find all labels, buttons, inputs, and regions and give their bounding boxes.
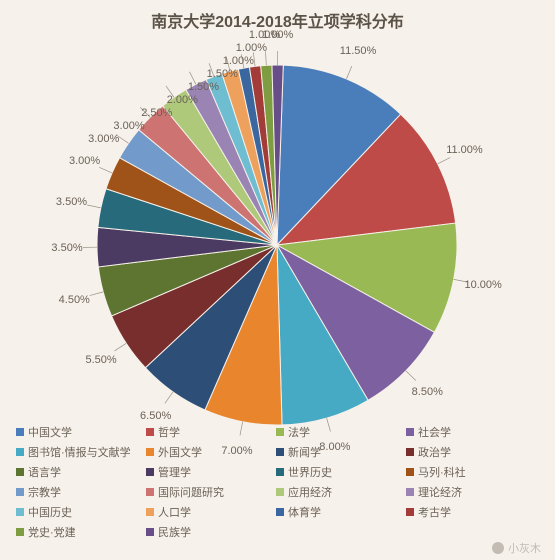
- legend-item: 哲学: [146, 424, 276, 440]
- legend-item: 新闻学: [276, 444, 406, 460]
- slice-label: 1.00%: [262, 29, 293, 41]
- chart-container: 南京大学2014-2018年立项学科分布 11.50%11.00%10.00%8…: [0, 0, 555, 560]
- slice-label: 2.00%: [167, 94, 198, 106]
- watermark-text: 小灰木: [508, 540, 541, 556]
- leader-line: [114, 343, 126, 351]
- slice-label: 5.50%: [85, 354, 116, 366]
- legend-swatch: [276, 428, 284, 436]
- slice-label: 3.50%: [51, 242, 82, 254]
- legend-item: 世界历史: [276, 464, 406, 480]
- legend-item: 语言学: [16, 464, 146, 480]
- slice-label: 3.00%: [69, 155, 100, 167]
- legend-swatch: [276, 488, 284, 496]
- legend-swatch: [146, 508, 154, 516]
- legend-label: 哲学: [158, 424, 180, 440]
- slice-label: 4.50%: [59, 294, 90, 306]
- legend-swatch: [406, 428, 414, 436]
- slice-label: 3.50%: [56, 196, 87, 208]
- legend-swatch: [146, 528, 154, 536]
- leader-line: [99, 167, 112, 173]
- legend-swatch: [406, 468, 414, 476]
- legend-swatch: [276, 508, 284, 516]
- legend-label: 新闻学: [288, 444, 321, 460]
- legend-swatch: [16, 468, 24, 476]
- legend-label: 民族学: [158, 524, 191, 540]
- slice-label: 2.50%: [141, 107, 172, 119]
- legend-swatch: [146, 488, 154, 496]
- leader-line: [438, 158, 450, 164]
- slice-label: 6.50%: [140, 410, 171, 422]
- leader-line: [87, 205, 101, 208]
- leader-line: [406, 371, 416, 381]
- watermark: 小灰木: [492, 540, 541, 556]
- pie-chart: [0, 40, 555, 450]
- slice-label: 1.00%: [236, 42, 267, 54]
- legend-label: 考古学: [418, 504, 451, 520]
- legend-swatch: [16, 508, 24, 516]
- slice-label: 11.00%: [446, 144, 483, 156]
- legend-label: 党史·党建: [28, 524, 76, 540]
- legend-swatch: [146, 428, 154, 436]
- legend-label: 国际问题研究: [158, 484, 224, 500]
- legend-item: 宗教学: [16, 484, 146, 500]
- legend-item: 外国文学: [146, 444, 276, 460]
- legend-label: 管理学: [158, 464, 191, 480]
- legend-label: 中国历史: [28, 504, 72, 520]
- legend-item: 考古学: [406, 504, 536, 520]
- legend-swatch: [16, 428, 24, 436]
- legend-label: 宗教学: [28, 484, 61, 500]
- legend-item: 理论经济: [406, 484, 536, 500]
- leader-line: [346, 66, 351, 79]
- legend-label: 中国文学: [28, 424, 72, 440]
- legend-label: 法学: [288, 424, 310, 440]
- legend-item: 人口学: [146, 504, 276, 520]
- legend-item: 马列·科社: [406, 464, 536, 480]
- legend-item: 图书馆·情报与文献学: [16, 444, 146, 460]
- legend-item: 民族学: [146, 524, 276, 540]
- legend-label: 应用经济: [288, 484, 332, 500]
- legend-label: 语言学: [28, 464, 61, 480]
- slice-label: 3.00%: [113, 120, 144, 132]
- legend-item: 应用经济: [276, 484, 406, 500]
- legend-swatch: [16, 528, 24, 536]
- leader-line: [165, 392, 173, 403]
- legend-label: 体育学: [288, 504, 321, 520]
- legend-item: 党史·党建: [16, 524, 146, 540]
- legend-swatch: [146, 448, 154, 456]
- legend-item: 法学: [276, 424, 406, 440]
- slice-label: 10.00%: [464, 279, 501, 291]
- slice-label: 3.00%: [88, 133, 119, 145]
- legend-item: 管理学: [146, 464, 276, 480]
- legend-label: 外国文学: [158, 444, 202, 460]
- legend-label: 图书馆·情报与文献学: [28, 444, 131, 460]
- leader-line: [90, 292, 104, 296]
- legend-swatch: [406, 488, 414, 496]
- legend-item: 中国文学: [16, 424, 146, 440]
- slice-label: 8.50%: [412, 386, 443, 398]
- slice-label: 1.50%: [207, 68, 238, 80]
- legend: 中国文学 哲学 法学 社会学图书馆·情报与文献学 外国文学 新闻学 政治学语言学 管理学 世界历…: [16, 424, 539, 540]
- legend-item: 体育学: [276, 504, 406, 520]
- legend-label: 马列·科社: [418, 464, 466, 480]
- legend-item: 中国历史: [16, 504, 146, 520]
- legend-swatch: [276, 468, 284, 476]
- legend-label: 社会学: [418, 424, 451, 440]
- legend-swatch: [16, 488, 24, 496]
- legend-label: 世界历史: [288, 464, 332, 480]
- legend-swatch: [146, 468, 154, 476]
- legend-label: 人口学: [158, 504, 191, 520]
- legend-swatch: [406, 508, 414, 516]
- watermark-icon: [492, 542, 504, 554]
- slice-label: 1.00%: [223, 55, 254, 67]
- legend-swatch: [276, 448, 284, 456]
- legend-swatch: [16, 448, 24, 456]
- legend-label: 理论经济: [418, 484, 462, 500]
- legend-item: 政治学: [406, 444, 536, 460]
- legend-item: 社会学: [406, 424, 536, 440]
- legend-item: 国际问题研究: [146, 484, 276, 500]
- legend-label: 政治学: [418, 444, 451, 460]
- slice-label: 1.50%: [188, 81, 219, 93]
- slice-label: 11.50%: [340, 45, 377, 57]
- legend-swatch: [406, 448, 414, 456]
